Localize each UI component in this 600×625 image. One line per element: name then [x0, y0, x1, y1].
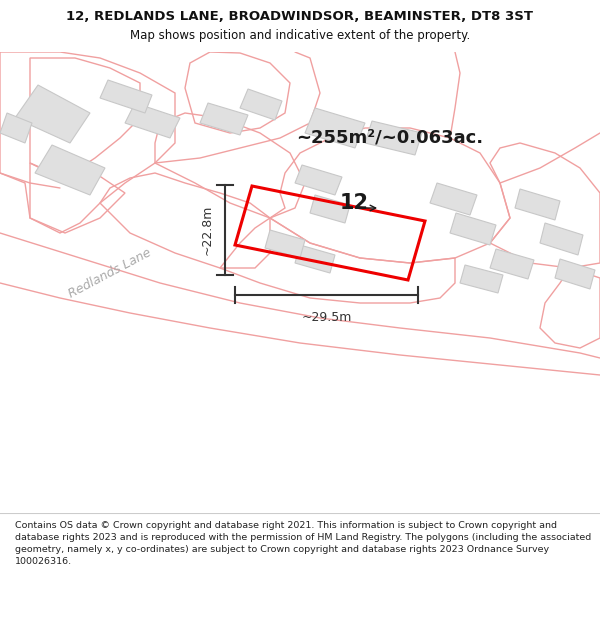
- Text: Map shows position and indicative extent of the property.: Map shows position and indicative extent…: [130, 29, 470, 42]
- Polygon shape: [450, 213, 496, 245]
- Polygon shape: [265, 230, 305, 258]
- Polygon shape: [515, 189, 560, 220]
- Polygon shape: [540, 223, 583, 255]
- Polygon shape: [305, 108, 365, 148]
- Text: ~22.8m: ~22.8m: [200, 205, 214, 255]
- Text: ~255m²/~0.063ac.: ~255m²/~0.063ac.: [296, 129, 484, 147]
- Polygon shape: [100, 80, 152, 113]
- Polygon shape: [295, 245, 335, 273]
- Text: ~29.5m: ~29.5m: [301, 311, 352, 324]
- Polygon shape: [310, 195, 350, 223]
- Polygon shape: [460, 265, 503, 293]
- Text: Contains OS data © Crown copyright and database right 2021. This information is : Contains OS data © Crown copyright and d…: [15, 521, 591, 566]
- Polygon shape: [430, 183, 477, 215]
- Polygon shape: [295, 165, 342, 195]
- Polygon shape: [490, 249, 534, 279]
- Text: 12: 12: [340, 193, 369, 213]
- Text: Redlands Lane: Redlands Lane: [67, 246, 154, 300]
- Polygon shape: [200, 103, 248, 135]
- Polygon shape: [365, 121, 422, 155]
- Polygon shape: [35, 145, 105, 195]
- Polygon shape: [0, 113, 32, 143]
- Polygon shape: [555, 259, 595, 289]
- Polygon shape: [240, 89, 282, 120]
- Polygon shape: [125, 103, 180, 138]
- Text: 12, REDLANDS LANE, BROADWINDSOR, BEAMINSTER, DT8 3ST: 12, REDLANDS LANE, BROADWINDSOR, BEAMINS…: [67, 11, 533, 23]
- Polygon shape: [15, 85, 90, 143]
